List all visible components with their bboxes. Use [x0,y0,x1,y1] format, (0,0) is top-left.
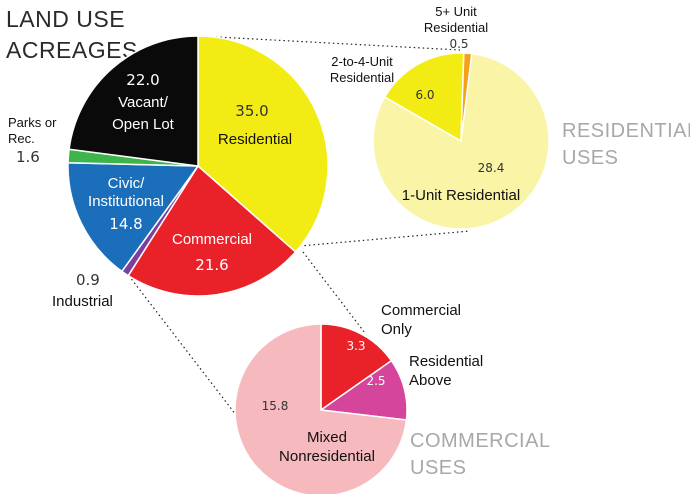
slice-civic [67,162,200,273]
res-1unit-value: 28.4 [478,161,505,175]
slice-res-2to4 [383,52,465,143]
commercial-label: Commercial [172,231,252,248]
res-2to4-label-line1: 2-to-4-Unit [331,54,393,69]
connector-commercial-right [302,251,366,334]
connector-commercial-left [125,271,244,425]
parks-label-line1: Parks or [8,115,57,130]
industrial-label: Industrial [52,293,113,310]
slice-res-5plus [460,52,473,142]
commercial-pie [234,323,408,494]
vacant-label-line1: Vacant/ [118,94,169,111]
residential-value: 35.0 [235,102,268,120]
residential-label: Residential [218,131,292,148]
res-2to4-value: 6.0 [415,88,434,102]
civic-label-line2: Institutional [88,193,164,210]
residential-title-line1: RESIDENTIAL [562,120,690,142]
main-pie [67,35,329,297]
slice-commercial [127,164,297,297]
parks-label-line2: Rec. [8,131,35,146]
residential-title-line2: USES [562,147,618,169]
com-res-above-value: 2.5 [366,374,385,388]
slice-com-only [320,323,393,412]
slice-com-mixed [234,323,408,494]
main-title-line2: ACREAGES [6,37,138,63]
connector-residential-top [197,35,461,51]
slice-vacant [68,35,199,167]
connector-residential-bottom [299,230,471,247]
res-5plus-value: 0.5 [449,37,468,51]
industrial-value: 0.9 [76,271,100,289]
com-mixed-label-line1: Mixed [307,429,347,446]
slice-residential [197,35,329,254]
com-only-label-line2: Only [381,321,412,338]
vacant-value: 22.0 [126,71,159,89]
res-5plus-label-line1: 5+ Unit [435,4,477,19]
com-res-above-label-line2: Above [409,372,452,389]
vacant-label-line2: Open Lot [112,116,175,133]
main-title-line1: LAND USE [6,6,125,32]
commercial-value: 21.6 [195,256,228,274]
connector-lines [125,35,471,425]
residential-pie [372,52,550,230]
civic-label-line1: Civic/ [108,175,145,192]
com-res-above-label-line1: Residential [409,353,483,370]
com-mixed-value: 15.8 [262,399,289,413]
com-only-label-line1: Commercial [381,302,461,319]
commercial-title-line1: COMMERCIAL [410,430,551,452]
parks-value: 1.6 [16,148,40,166]
civic-value: 14.8 [109,215,142,233]
res-5plus-label-line2: Residential [424,20,488,35]
com-mixed-label-line2: Nonresidential [279,448,375,465]
slice-com-res-above [318,359,408,421]
com-only-value: 3.3 [346,339,365,353]
commercial-title-line2: USES [410,457,466,479]
res-2to4-label-line2: Residential [330,70,394,85]
res-1unit-label: 1-Unit Residential [402,187,520,204]
